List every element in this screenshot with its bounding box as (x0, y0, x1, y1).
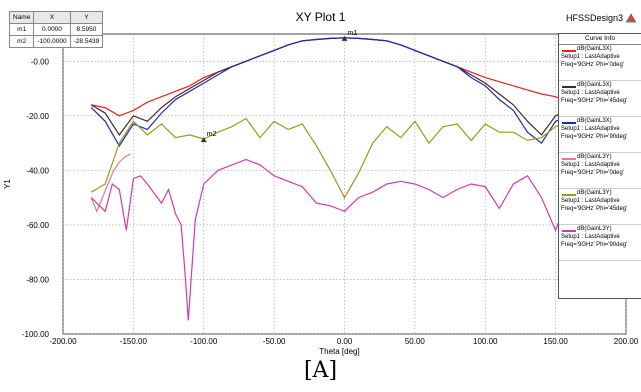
y-axis-label: Y1 (3, 179, 12, 189)
series-line (90, 115, 599, 199)
marker-label: m1 (348, 30, 358, 37)
legend-swatch (562, 122, 576, 124)
legend-curve-name: dB(GainL3X) (577, 82, 612, 88)
x-tick-label: -200.00 (49, 337, 77, 346)
x-tick-label: 150.00 (543, 337, 568, 346)
legend-params: Freq='9GHz' Phi='90deg' (561, 134, 628, 140)
x-tick-label: 50.00 (405, 337, 426, 346)
marker-header-x: X (33, 11, 71, 24)
x-tick-label: 200.00 (614, 337, 639, 346)
legend-entry[interactable]: dB(GainL3X) Setup1 : LastAdaptive Freq='… (559, 81, 641, 117)
figure-caption: [A] (303, 358, 338, 383)
y-tick-label: -100.00 (22, 330, 50, 339)
legend-params: Freq='9GHz' Phi='90deg' (561, 242, 628, 248)
legend-setup: Setup1 : LastAdaptive (561, 234, 620, 240)
legend-swatch (562, 158, 576, 160)
marker-point (200, 137, 207, 143)
marker-table-row: m1 0.0000 8.5950 (8, 23, 104, 36)
legend-setup: Setup1 : LastAdaptive (561, 54, 620, 60)
legend-curve-name: dB(GainL3Y) (577, 154, 612, 160)
x-axis-label: Theta [deg] (319, 347, 359, 356)
legend-curve-name: dB(GainL3X) (577, 46, 612, 52)
marker-y: 8.5950 (69, 23, 104, 36)
legend-setup: Setup1 : LastAdaptive (561, 198, 620, 204)
marker-header-y: Y (69, 11, 104, 24)
legend-params: Freq='9GHz' Phi='0deg' (561, 62, 624, 68)
marker-name: m2 (8, 35, 35, 48)
legend-params: Freq='9GHz' Phi='45deg' (561, 206, 628, 212)
plot-title: XY Plot 1 (295, 10, 346, 24)
design-name: HFSSDesign3 (565, 13, 623, 23)
marker-table-header: Name X Y (8, 11, 104, 24)
series-line (90, 153, 131, 213)
series-line (90, 158, 599, 321)
legend-swatch (562, 230, 576, 232)
y-tick-label: -80.00 (26, 275, 49, 284)
hfss-logo-icon (626, 13, 636, 23)
legend-setup: Setup1 : LastAdaptive (561, 162, 620, 168)
marker-point (341, 35, 348, 41)
marker-table: Name X Y m1 0.0000 8.5950 m2 -100.0000 -… (8, 11, 104, 48)
legend-entry[interactable]: dB(GainL3X) Setup1 : LastAdaptive Freq='… (559, 45, 641, 81)
legend-swatch (562, 50, 576, 52)
legend-setup: Setup1 : LastAdaptive (561, 126, 620, 132)
legend-curve-name: dB(GainL3Y) (577, 190, 612, 196)
legend-entry[interactable]: dB(GainL3X) Setup1 : LastAdaptive Freq='… (559, 117, 641, 153)
legend-swatch (562, 194, 576, 196)
legend-setup: Setup1 : LastAdaptive (561, 90, 620, 96)
x-tick-label: -50.00 (263, 337, 286, 346)
marker-y: -28.5439 (69, 35, 104, 48)
legend-curve-name: dB(GainL3Y) (577, 226, 612, 232)
curve-info-title: Curve Info (559, 34, 641, 45)
legend-entry[interactable]: dB(GainL3Y) Setup1 : LastAdaptive Freq='… (559, 189, 641, 225)
x-tick-label: -100.00 (190, 337, 218, 346)
legend-params: Freq='9GHz' Phi='0deg' (561, 170, 624, 176)
y-tick-label: -20.00 (26, 112, 49, 121)
legend-entry[interactable]: dB(GainL3Y) Setup1 : LastAdaptive Freq='… (559, 153, 641, 189)
marker-table-row: m2 -100.0000 -28.5439 (8, 35, 104, 48)
legend-swatch (562, 86, 576, 88)
marker-name: m1 (8, 23, 35, 36)
marker-x: -100.0000 (33, 35, 71, 48)
legend-params: Freq='9GHz' Phi='45deg' (561, 98, 628, 104)
y-tick-label: -0.00 (31, 57, 50, 66)
curve-info-legend: Curve Info dB(GainL3X) Setup1 : LastAdap… (558, 33, 641, 299)
y-tick-label: -60.00 (26, 221, 49, 230)
x-tick-label: -150.00 (120, 337, 148, 346)
marker-header-name: Name (8, 11, 35, 24)
legend-entry[interactable]: dB(GainL3Y) Setup1 : LastAdaptive Freq='… (559, 225, 641, 261)
legend-curve-name: dB(GainL3X) (577, 118, 612, 124)
x-tick-label: 100.00 (473, 337, 498, 346)
y-tick-label: -40.00 (26, 166, 49, 175)
x-tick-label: 0.00 (337, 337, 353, 346)
marker-label: m2 (207, 131, 217, 138)
marker-x: 0.0000 (33, 23, 71, 36)
